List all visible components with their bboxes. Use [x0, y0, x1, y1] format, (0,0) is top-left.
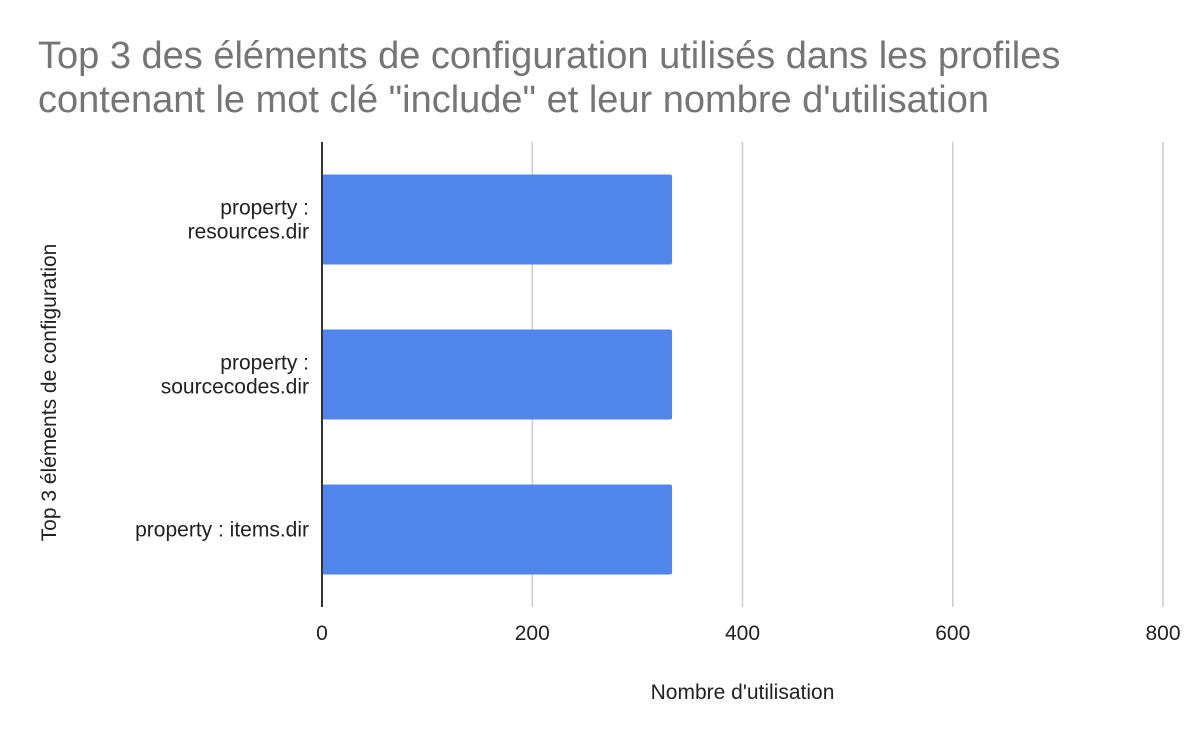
category-label-line: property :	[220, 197, 309, 220]
x-axis-title: Nombre d'utilisation	[651, 681, 835, 704]
category-label-line: sourcecodes.dir	[161, 376, 309, 399]
x-axis-ticks: 0 200 400 600 800	[316, 622, 1180, 645]
category-label-line: property : items.dir	[135, 519, 309, 542]
x-tick-label-800: 800	[1145, 622, 1180, 645]
x-tick-label-0: 0	[316, 622, 328, 645]
bar-1	[322, 174, 673, 265]
chart-title-line-2: contenant le mot clé "include" et leur n…	[38, 79, 989, 121]
chart-title-line-1: Top 3 des éléments de configuration util…	[38, 35, 1061, 77]
x-tick-label-400: 400	[725, 622, 760, 645]
bars	[322, 174, 673, 575]
category-label-line: resources.dir	[188, 221, 309, 244]
bar-2	[322, 329, 673, 420]
bar-3	[322, 484, 673, 575]
category-label-1: property : resources.dir	[188, 197, 309, 244]
category-label-line: property :	[220, 352, 309, 375]
category-label-3: property : items.dir	[135, 519, 309, 542]
x-tick-label-200: 200	[515, 622, 550, 645]
chart-title: Top 3 des éléments de configuration util…	[38, 34, 1178, 122]
y-axis-title: Top 3 éléments de configuration	[38, 244, 61, 542]
category-label-2: property : sourcecodes.dir	[161, 352, 309, 399]
x-tick-label-600: 600	[935, 622, 970, 645]
